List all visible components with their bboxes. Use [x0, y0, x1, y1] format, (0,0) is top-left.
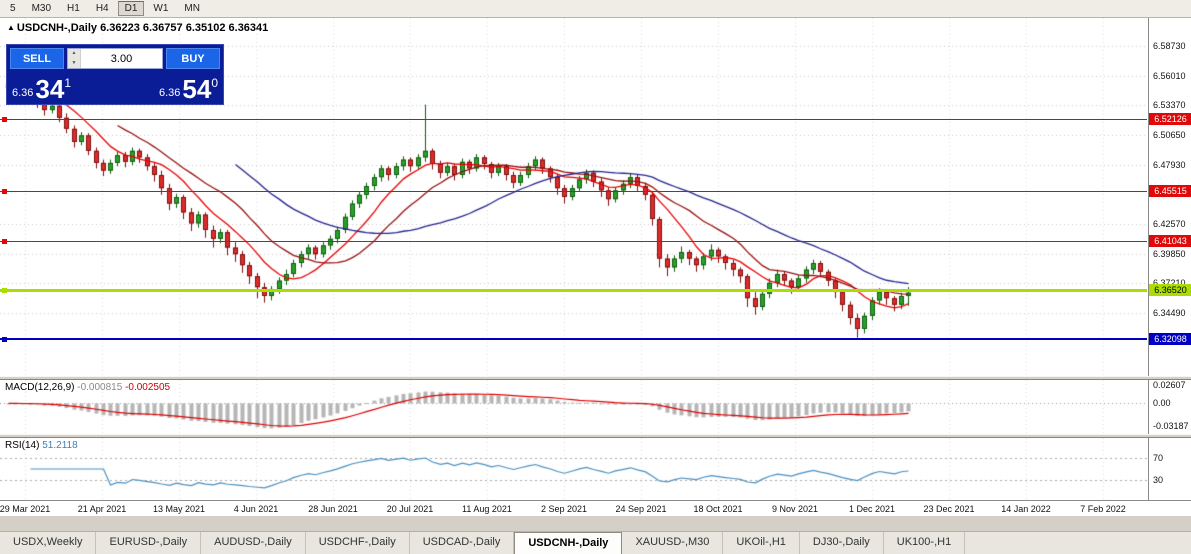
chart-tab-ukoil-h1[interactable]: UKOil-,H1 — [723, 532, 800, 554]
macd-signal-value: -0.002505 — [125, 382, 171, 393]
chart-tab-dj30-daily[interactable]: DJ30-,Daily — [800, 532, 884, 554]
rsi-name: RSI(14) — [5, 440, 40, 451]
price-axis-label: 6.58730 — [1153, 40, 1186, 51]
chart-tab-eurusd-daily[interactable]: EURUSD-,Daily — [96, 532, 202, 554]
chart-tab-usdcad-daily[interactable]: USDCAD-,Daily — [410, 532, 515, 554]
chart-window: ▲ USDCNH-,Daily 6.36223 6.36757 6.35102 6… — [0, 18, 1191, 516]
hline-6.41043[interactable] — [0, 240, 1147, 242]
buy-price-sup: 0 — [211, 76, 218, 90]
date-axis-label: 1 Dec 2021 — [848, 504, 896, 514]
hline-handle[interactable] — [2, 238, 7, 244]
date-axis-label: 23 Dec 2021 — [923, 504, 975, 514]
chart-symbol-period: USDCNH-,Daily — [16, 22, 97, 34]
price-tag-6.52126: 6.52126 — [1149, 112, 1191, 125]
date-axis-label: 14 Jan 2022 — [1001, 504, 1051, 514]
date-axis-label: 18 Oct 2021 — [693, 504, 743, 514]
lot-spinner: ▲ ▼ — [68, 49, 81, 68]
chart-tab-audusd-daily[interactable]: AUDUSD-,Daily — [201, 532, 306, 554]
rsi-value: 51.2118 — [42, 440, 78, 451]
chart-tab-xauusd-m30[interactable]: XAUUSD-,M30 — [622, 532, 724, 554]
date-axis-label: 2 Sep 2021 — [540, 504, 588, 514]
buy-price-prefix: 6.36 — [158, 87, 181, 99]
date-axis-label: 13 May 2021 — [152, 504, 206, 514]
sell-button[interactable]: SELL — [10, 48, 64, 69]
price-axis-label: 6.37210 — [1153, 277, 1186, 288]
lot-size-field: ▲ ▼ — [67, 48, 163, 69]
timeframe-button-5[interactable]: 5 — [10, 3, 16, 14]
buy-price-big: 54 — [182, 74, 212, 104]
timeframe-button-d1[interactable]: D1 — [117, 1, 145, 16]
hline-handle[interactable] — [2, 189, 7, 195]
hline-6.36520[interactable] — [0, 289, 1147, 293]
macd-axis-label: 0.02607 — [1153, 379, 1186, 390]
macd-indicator-label: MACD(12,26,9) -0.000815 -0.002505 — [5, 382, 170, 393]
rsi-axis-label: 30 — [1153, 474, 1164, 485]
price-axis-label: 6.47930 — [1153, 159, 1186, 170]
timeframe-button-mn[interactable]: MN — [184, 3, 200, 14]
timeframe-toolbar: 5 M30 H1 H4 D1 W1 MN — [0, 0, 1191, 18]
price-axis-label: 6.56010 — [1153, 70, 1186, 81]
lot-spinner-up-icon[interactable]: ▲ — [71, 50, 77, 57]
chart-plot-area[interactable]: ▲ USDCNH-,Daily 6.36223 6.36757 6.35102 6… — [0, 18, 1147, 500]
hline-6.52126[interactable] — [0, 118, 1147, 120]
timeframe-button-w1[interactable]: W1 — [153, 3, 169, 14]
one-click-trading-panel: SELL ▲ ▼ BUY 6.36 34 1 6.36 — [6, 44, 224, 105]
chart-tab-usdcnh-daily[interactable]: USDCNH-,Daily — [514, 532, 623, 554]
chart-tab-usdx-weekly[interactable]: USDX,Weekly — [0, 532, 97, 554]
macd-canvas[interactable] — [0, 380, 1147, 434]
rsi-indicator-label: RSI(14) 51.2118 — [5, 440, 78, 451]
macd-main-value: -0.000815 — [77, 382, 123, 393]
panel-separator[interactable] — [0, 434, 1191, 438]
sell-price-prefix: 6.36 — [12, 87, 34, 99]
buy-button[interactable]: BUY — [166, 48, 220, 69]
hline-handle[interactable] — [2, 116, 7, 122]
panel-separator[interactable] — [0, 376, 1191, 380]
date-axis-label: 11 Aug 2021 — [462, 504, 512, 514]
macd-name: MACD(12,26,9) — [5, 382, 75, 393]
chart-title: ▲ USDCNH-,Daily 6.36223 6.36757 6.35102 6… — [7, 22, 268, 34]
date-axis-label: 29 Mar 2021 — [0, 504, 51, 514]
price-axis-label: 6.53370 — [1153, 99, 1186, 110]
date-axis-label: 28 Jun 2021 — [308, 504, 358, 514]
price-axis-label: 6.34490 — [1153, 307, 1186, 318]
ohlc-values: 6.36223 6.36757 6.35102 6.36341 — [100, 22, 269, 34]
date-axis-label: 24 Sep 2021 — [615, 504, 667, 514]
date-axis-label: 20 Jul 2021 — [386, 504, 434, 514]
price-axis[interactable]: 6.58730 6.56010 6.53370 6.50650 6.47930 6.425… — [1148, 18, 1191, 500]
rsi-axis-label: 70 — [1153, 453, 1164, 464]
buy-price[interactable]: 6.36 54 0 — [158, 74, 218, 104]
date-axis-label: 21 Apr 2021 — [77, 504, 127, 514]
timeframe-button-h1[interactable]: H1 — [67, 3, 80, 14]
price-tag-6.45515: 6.45515 — [1149, 185, 1191, 198]
lot-input[interactable] — [81, 49, 162, 68]
date-axis-label: 7 Feb 2022 — [1080, 504, 1126, 514]
price-tag-6.36520: 6.36520 — [1149, 284, 1191, 297]
price-axis-label: 6.42570 — [1153, 218, 1186, 229]
hline-handle[interactable] — [2, 288, 7, 294]
macd-axis-label: 0.00 — [1153, 398, 1171, 409]
date-axis-label: 9 Nov 2021 — [771, 504, 819, 514]
chart-tab-usdchf-daily[interactable]: USDCHF-,Daily — [306, 532, 410, 554]
chart-title-arrow-icon: ▲ — [7, 23, 15, 32]
price-tag-6.41043: 6.41043 — [1149, 234, 1191, 247]
rsi-canvas[interactable] — [0, 438, 1147, 500]
timeframe-button-m30[interactable]: M30 — [31, 3, 52, 14]
chart-tab-bar: USDX,Weekly EURUSD-,Daily AUDUSD-,Daily USD… — [0, 531, 1191, 554]
sell-price-sup: 1 — [64, 76, 72, 90]
hline-6.32098[interactable] — [0, 337, 1147, 340]
chart-tab-uk100-h1[interactable]: UK100-,H1 — [884, 532, 966, 554]
lot-spinner-down-icon[interactable]: ▼ — [71, 59, 77, 66]
date-axis-label: 4 Jun 2021 — [233, 504, 279, 514]
date-axis[interactable]: 29 Mar 2021 21 Apr 2021 13 May 2021 4 Jun 2… — [0, 500, 1191, 516]
hline-handle[interactable] — [2, 336, 7, 342]
timeframe-button-h4[interactable]: H4 — [95, 3, 109, 14]
sell-price[interactable]: 6.36 34 1 — [12, 74, 72, 104]
price-axis-label: 6.50650 — [1153, 129, 1186, 140]
price-axis-label: 6.39850 — [1153, 248, 1186, 259]
macd-axis-label: -0.03187 — [1153, 421, 1189, 432]
hline-6.45515[interactable] — [0, 191, 1147, 193]
sell-price-big: 34 — [35, 74, 65, 104]
price-tag-6.32098: 6.32098 — [1149, 332, 1191, 345]
